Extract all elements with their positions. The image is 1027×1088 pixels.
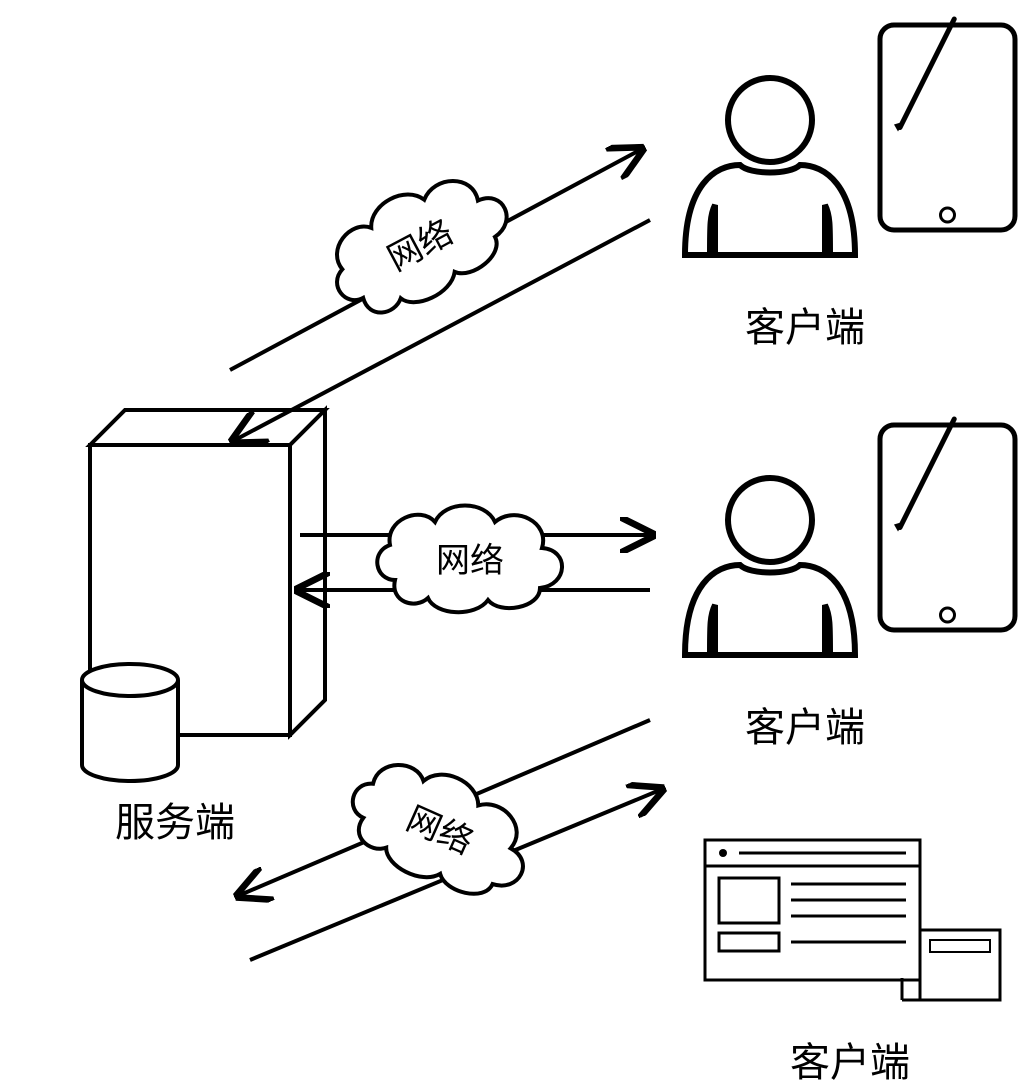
server-icon [82,410,325,781]
user-icon [685,78,855,255]
tablet-icon [880,19,1015,230]
server-label: 服务端 [115,790,235,848]
tablet-icon [880,419,1015,630]
cloud-label: 网络 [436,542,504,580]
architecture-diagram: 网络网络网络 [0,0,1027,1078]
cloud-icon: 网络 [334,742,546,915]
client-label-1: 客户端 [745,295,865,353]
client-label-3: 客户端 [790,1030,910,1088]
cloud-icon: 网络 [377,506,562,613]
client-icons [685,19,1015,1000]
browser-window-icon [705,840,920,980]
client-label-2: 客户端 [745,695,865,753]
user-icon [685,478,855,655]
